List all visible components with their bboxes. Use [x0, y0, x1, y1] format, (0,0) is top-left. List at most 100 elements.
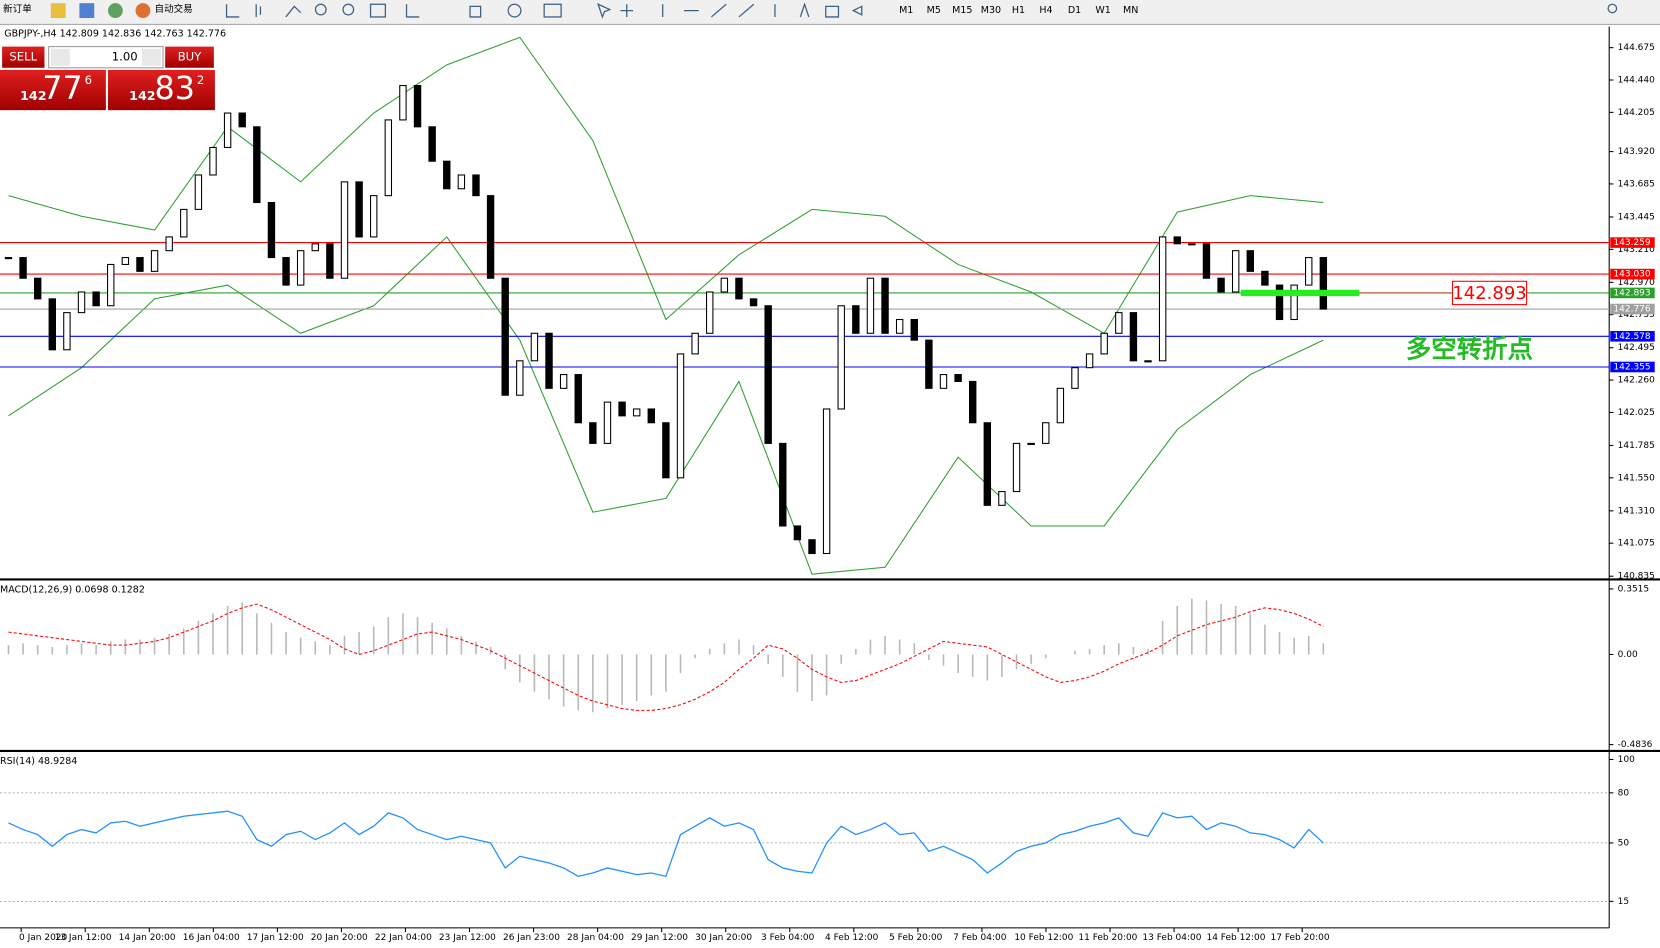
icon[interactable] — [79, 3, 95, 19]
price-pips: 83 — [155, 71, 195, 107]
candle — [1188, 243, 1196, 246]
candle — [296, 250, 305, 286]
icon[interactable] — [135, 3, 151, 19]
candle — [545, 332, 553, 389]
candle — [735, 277, 743, 300]
candle — [413, 84, 422, 128]
icon[interactable] — [507, 3, 522, 18]
candle — [1042, 422, 1050, 444]
x-tick-label: 28 Jan 04:00 — [567, 933, 624, 943]
y-tick-label: 80 — [1618, 788, 1630, 798]
candle — [837, 305, 845, 410]
sell-button[interactable] — [2, 46, 45, 68]
x-tick-label: 3 Feb 04:00 — [761, 933, 815, 943]
x-tick-label: 10 Feb 12:00 — [1014, 933, 1073, 943]
price-tag-label: 143.030 — [1613, 270, 1650, 280]
lot-input[interactable] — [48, 46, 164, 69]
price-tag — [1610, 361, 1655, 373]
icon[interactable] — [405, 2, 863, 19]
price-tag — [1610, 268, 1655, 280]
price-point: 6 — [85, 73, 92, 87]
icon[interactable] — [107, 3, 123, 19]
candle — [1202, 243, 1211, 279]
candle — [516, 360, 524, 396]
sell-price[interactable] — [0, 69, 106, 111]
y-tick-label: 141.550 — [1618, 473, 1655, 483]
x-tick-label: 22 Jan 04:00 — [375, 933, 432, 943]
icon[interactable] — [342, 3, 355, 16]
lot-up[interactable] — [141, 48, 161, 66]
new-order[interactable]: 新订单 — [3, 3, 32, 15]
candle — [150, 250, 159, 272]
y-tick-label: 50 — [1618, 838, 1630, 848]
candle — [48, 298, 57, 351]
icon[interactable] — [50, 3, 66, 19]
candle — [1319, 257, 1328, 310]
turning-bar — [1240, 289, 1360, 297]
candle — [998, 491, 1006, 506]
x-tick-label: 5 Feb 20:00 — [889, 933, 943, 943]
candle — [472, 174, 480, 197]
candle — [691, 332, 699, 355]
x-tick-label: 20 Jan 20:00 — [311, 933, 368, 943]
timeframe-button[interactable]: M30 — [981, 5, 1001, 16]
y-tick-label: 142.260 — [1618, 376, 1655, 386]
toolbar — [0, 0, 1660, 25]
timeframe-button[interactable]: M15 — [952, 5, 972, 16]
candle — [808, 539, 816, 555]
candle — [1290, 284, 1298, 321]
candle — [107, 263, 115, 307]
bollinger-lower — [8, 236, 1324, 575]
y-tick-label: 0.3515 — [1618, 584, 1649, 594]
candle — [1100, 332, 1108, 355]
price-tag — [1610, 287, 1655, 299]
candle — [399, 84, 407, 121]
candle — [910, 318, 918, 341]
candle — [1275, 284, 1284, 321]
candle — [136, 257, 144, 272]
icon[interactable] — [543, 3, 562, 18]
candle — [925, 339, 933, 389]
timeframe-button[interactable]: W1 — [1095, 5, 1110, 16]
candle — [311, 243, 319, 252]
icon[interactable] — [1607, 3, 1618, 14]
lot-down[interactable] — [50, 48, 70, 66]
timeframe-button[interactable]: M5 — [927, 5, 941, 16]
auto-trade[interactable]: 自动交易 — [155, 3, 193, 15]
candle — [1173, 236, 1181, 245]
timeframe-button[interactable]: H1 — [1012, 5, 1025, 16]
y-tick-label: 144.440 — [1618, 76, 1655, 86]
y-tick-label: 141.075 — [1618, 539, 1655, 549]
x-tick-label: 7 Feb 04:00 — [953, 933, 1007, 943]
icon[interactable] — [314, 3, 327, 16]
price-tag-label: 143.259 — [1613, 238, 1650, 248]
buy-label[interactable]: BUY — [178, 50, 202, 64]
candle — [267, 201, 276, 259]
y-tick-label: 143.445 — [1618, 212, 1655, 222]
candle — [530, 332, 539, 362]
timeframe-button[interactable]: D1 — [1068, 5, 1081, 16]
y-tick-label: 143.210 — [1618, 245, 1655, 255]
candle — [165, 236, 173, 252]
y-tick-label: 144.675 — [1618, 43, 1655, 53]
buy-price[interactable] — [107, 69, 215, 111]
icon[interactable] — [369, 3, 386, 18]
x-tick-label: 0 Jan 2020 — [19, 933, 67, 943]
lot-value[interactable]: 1.00 — [112, 50, 138, 64]
timeframe-button[interactable]: H4 — [1039, 5, 1052, 16]
candle — [969, 380, 977, 424]
buy-button[interactable] — [165, 46, 214, 68]
candle — [33, 277, 42, 300]
candle — [1071, 367, 1079, 389]
timeframe-button[interactable]: MN — [1123, 5, 1138, 16]
candle — [370, 195, 378, 238]
price-tag-label: 142.355 — [1613, 362, 1650, 372]
icon[interactable] — [225, 4, 302, 18]
sell-label[interactable]: SELL — [9, 50, 37, 64]
candle — [603, 401, 612, 444]
x-tick-label: 14 Jan 20:00 — [119, 933, 176, 943]
x-tick-label: 14 Feb 12:00 — [1206, 933, 1265, 943]
rsi-title: RSI(14) 48.9284 — [0, 756, 77, 767]
timeframe-button[interactable]: M1 — [899, 5, 913, 16]
